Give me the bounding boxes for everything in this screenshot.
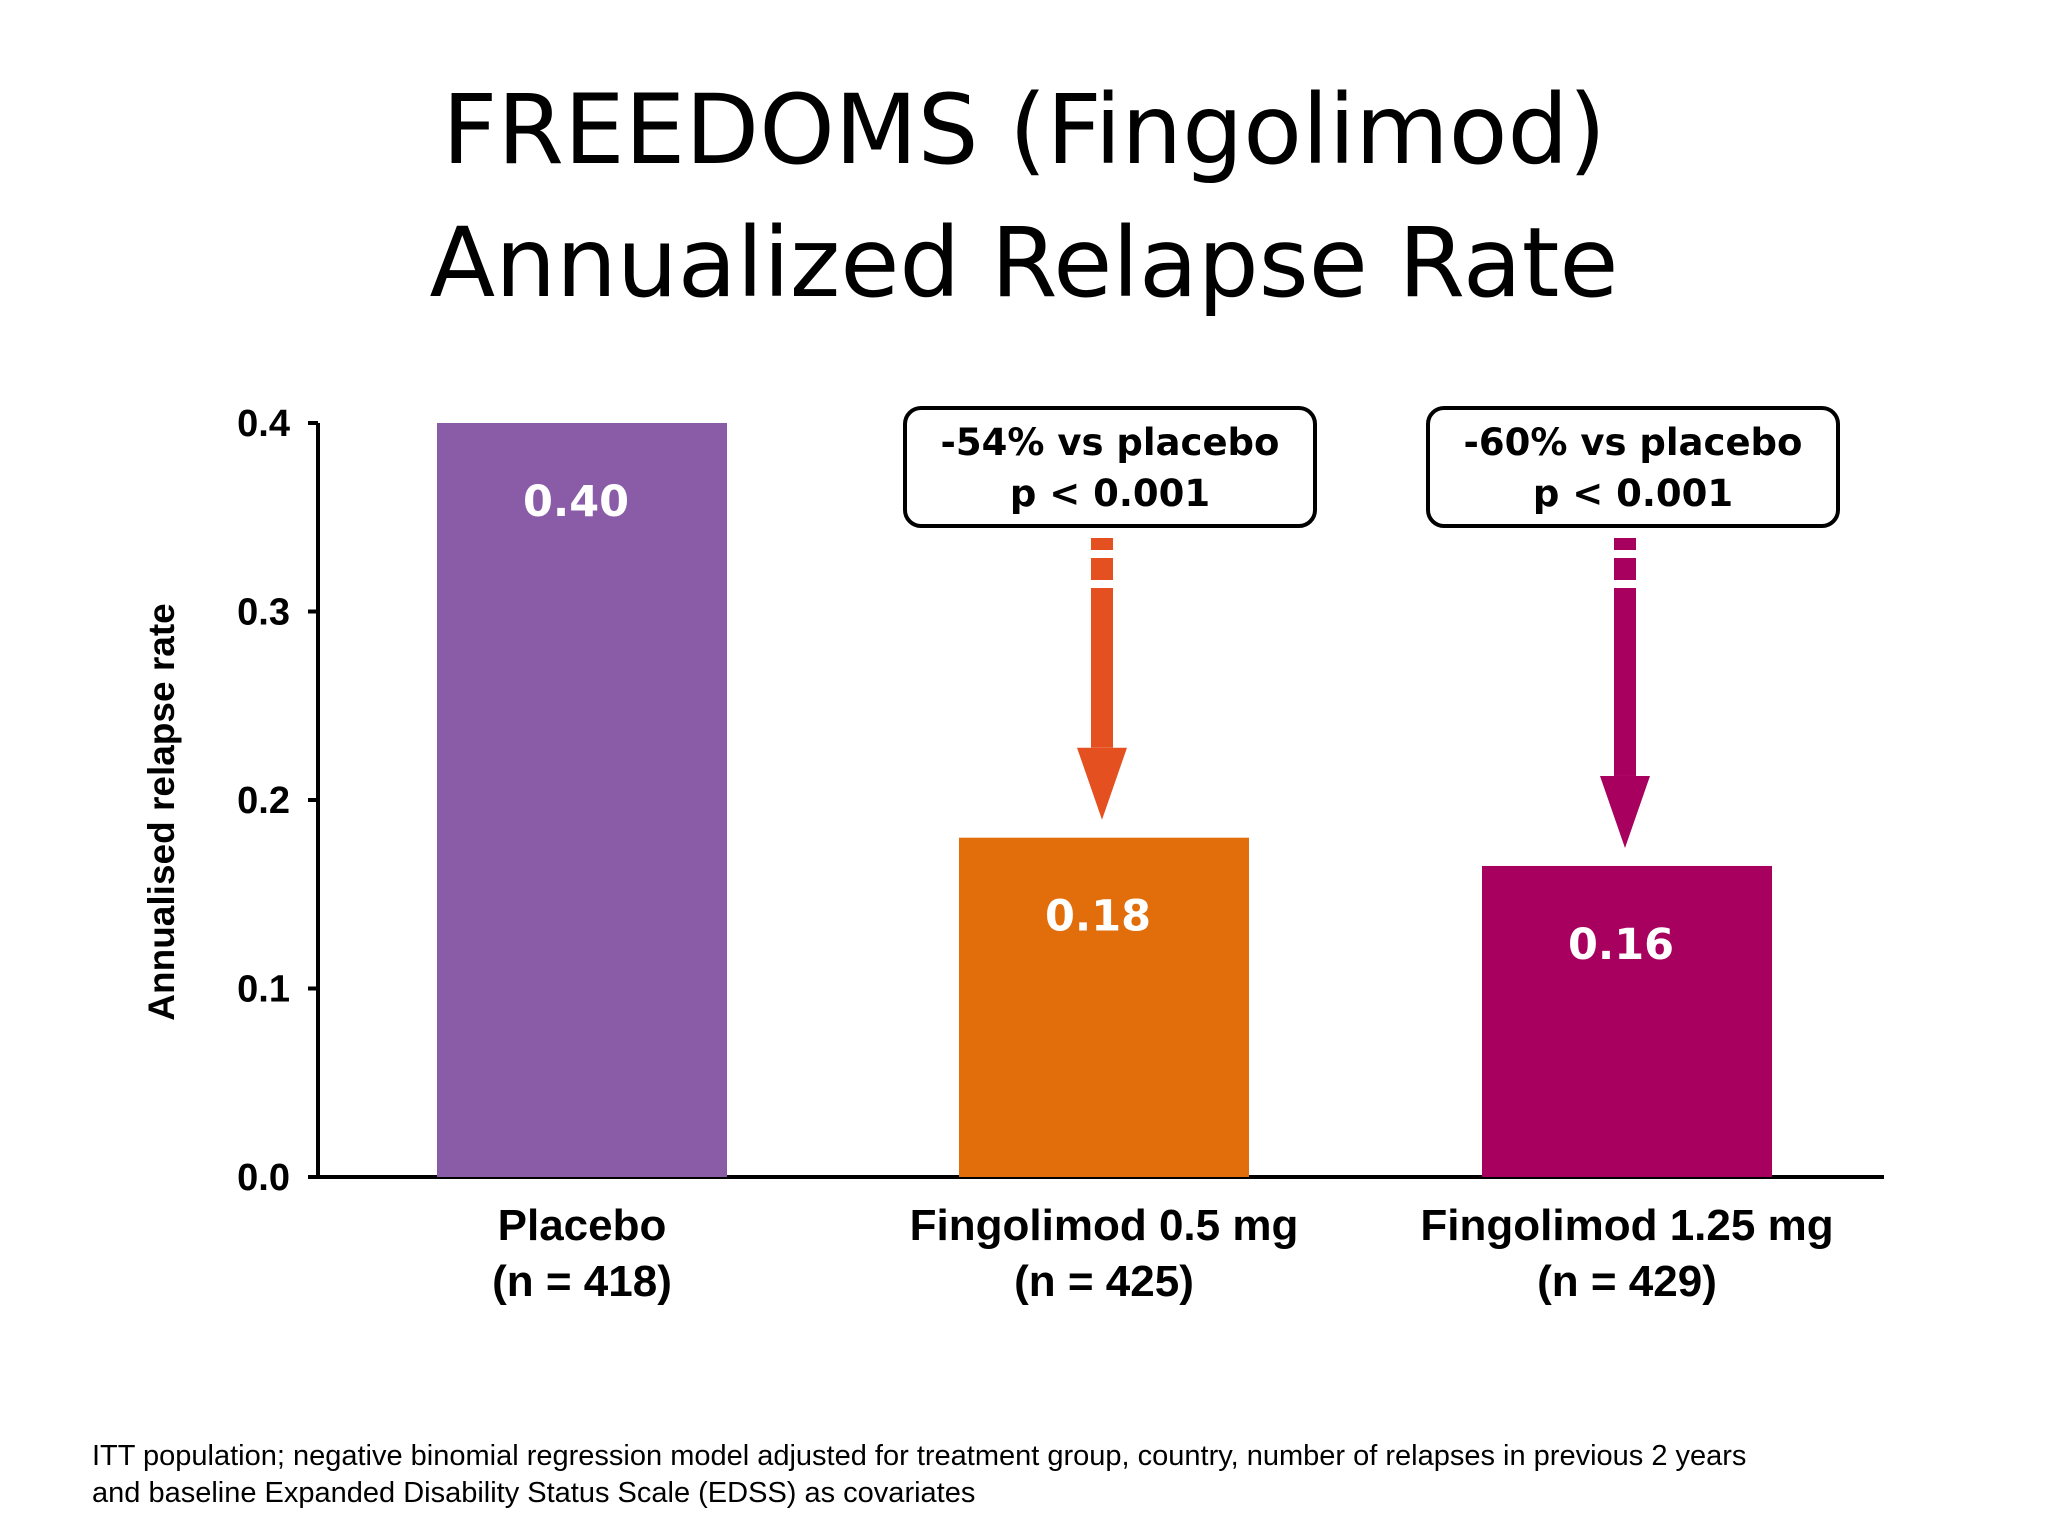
- bar-value-label: 0.40: [523, 477, 629, 527]
- x-category-label: Fingolimod 1.25 mg: [1420, 1201, 1833, 1250]
- bar-3: [1482, 865, 1772, 1177]
- x-category-label: Fingolimod 0.5 mg: [910, 1201, 1299, 1250]
- arrow-dash: [1091, 558, 1113, 580]
- y-tick-label: 0.3: [237, 592, 290, 634]
- y-tick-label: 0.1: [237, 969, 290, 1011]
- bar-value-label: 0.18: [1045, 892, 1151, 942]
- footnote-line-1: ITT population; negative binomial regres…: [92, 1440, 1747, 1472]
- bar-value-label: 0.16: [1568, 920, 1674, 970]
- bar-chart: 0.0 0.1 0.2 0.3 0.4 Annualised relapse rate 0…: [141, 403, 1884, 1306]
- arrow-head: [1600, 775, 1650, 848]
- annotation-line-2: p < 0.001: [1010, 472, 1210, 515]
- x-category-label: Placebo: [498, 1201, 667, 1250]
- y-tick-label: 0.0: [237, 1157, 290, 1199]
- bar-1: [437, 423, 727, 1177]
- footnote-line-2: and baseline Expanded Disability Status …: [92, 1477, 976, 1509]
- slide-title-line-1: FREEDOMS (Fingolimod): [442, 74, 1606, 186]
- arrow-dash: [1614, 538, 1636, 550]
- footnote: ITT population; negative binomial regres…: [92, 1438, 1992, 1512]
- arrow-dash: [1614, 558, 1636, 580]
- x-category-sublabel: (n = 425): [1014, 1257, 1194, 1306]
- bar-2: [959, 837, 1249, 1177]
- arrow-dash: [1091, 538, 1113, 550]
- x-category-sublabel: (n = 418): [492, 1257, 672, 1306]
- annotation-box: [903, 406, 1317, 528]
- annotation-box: [1426, 406, 1840, 528]
- x-axis-labels: Placebo (n = 418) Fingolimod 0.5 mg (n = 42…: [492, 1201, 1833, 1306]
- y-tick-label: 0.2: [237, 780, 290, 822]
- annotation-line-1: -60% vs placebo: [1464, 421, 1803, 464]
- bars: 0.40 0.18 0.16: [437, 423, 1772, 1177]
- arrow-head: [1077, 747, 1127, 820]
- x-category-sublabel: (n = 429): [1537, 1257, 1717, 1306]
- annotation-line-1: -54% vs placebo: [941, 421, 1280, 464]
- arrow-shaft: [1091, 588, 1113, 748]
- annotation-line-2: p < 0.001: [1533, 472, 1733, 515]
- annotations: -54% vs placebo p < 0.001 -60% vs placebo p…: [903, 406, 1840, 848]
- arrow-shaft: [1614, 588, 1636, 776]
- slide-title-line-2: Annualized Relapse Rate: [429, 207, 1619, 319]
- y-tick-label: 0.4: [237, 403, 290, 445]
- y-axis-label: Annualised relapse rate: [141, 603, 182, 1020]
